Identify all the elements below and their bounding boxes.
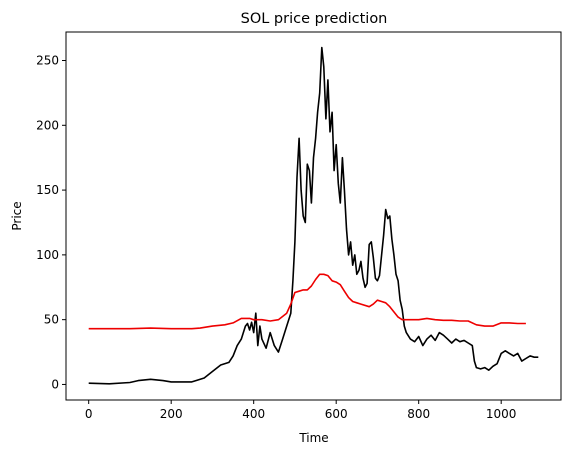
y-tick-label: 200 [36, 118, 59, 132]
y-tick-label: 250 [36, 54, 59, 68]
series-line-1 [88, 46, 539, 385]
y-axis: 0 50 100 150 200 250 [36, 54, 66, 391]
y-tick-label: 0 [51, 377, 59, 391]
y-tick-label: 150 [36, 183, 59, 197]
axes-frame [65, 31, 562, 401]
x-tick-label: 600 [325, 407, 348, 421]
y-tick-label: 100 [36, 248, 59, 262]
x-axis: 0 200 400 600 800 1000 [85, 400, 517, 421]
chart-title: SOL price prediction [241, 11, 388, 27]
x-tick-label: 0 [85, 407, 93, 421]
plot-area [88, 46, 539, 385]
x-tick-label: 400 [242, 407, 265, 421]
y-tick-label: 50 [44, 313, 59, 327]
y-axis-label: Price [10, 201, 24, 230]
x-tick-label: 200 [160, 407, 183, 421]
x-tick-label: 800 [407, 407, 430, 421]
series-line-2 [88, 273, 526, 330]
x-tick-label: 1000 [486, 407, 517, 421]
x-axis-label: Time [298, 431, 328, 445]
